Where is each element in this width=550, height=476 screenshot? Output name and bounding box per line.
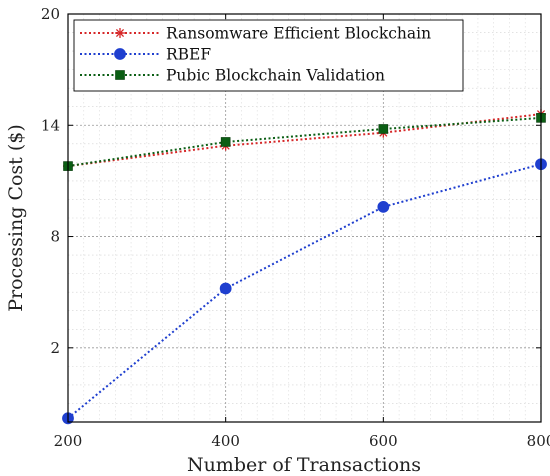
x-tick-label: 600 bbox=[369, 432, 398, 450]
legend-marker bbox=[114, 48, 126, 60]
legend-label: RBEF bbox=[166, 46, 211, 64]
data-point bbox=[378, 124, 389, 134]
x-axis-label: Number of Transactions bbox=[187, 454, 421, 476]
series-line bbox=[67, 163, 542, 420]
legend-label: Pubic Blockchain Validation bbox=[166, 67, 385, 85]
y-tick-label: 20 bbox=[41, 5, 60, 23]
plot-frame bbox=[67, 13, 542, 423]
data-point bbox=[377, 200, 390, 213]
legend-marker bbox=[115, 28, 125, 38]
tick-labels: 200 400 600 800 20 14 8 2 bbox=[41, 5, 550, 450]
data-point bbox=[220, 137, 231, 147]
y-tick-label: 2 bbox=[50, 339, 60, 357]
x-tick-label: 200 bbox=[54, 432, 83, 450]
data-point bbox=[219, 282, 232, 295]
x-tick-label: 400 bbox=[211, 432, 240, 450]
series-line bbox=[67, 116, 542, 168]
legend-box bbox=[73, 19, 464, 92]
y-axis-label: Processing Cost ($) bbox=[5, 124, 27, 312]
y-tick-label: 8 bbox=[50, 228, 60, 246]
y-tick-label: 14 bbox=[41, 116, 60, 134]
legend-label: Ransomware Efficient Blockchain bbox=[166, 25, 431, 43]
legend-marker bbox=[115, 70, 125, 80]
asterisk-stroke bbox=[115, 28, 125, 38]
x-tick-label: 800 bbox=[527, 432, 550, 450]
legend: Ransomware Efficient Blockchain RBEF Pubic… bbox=[73, 19, 464, 92]
